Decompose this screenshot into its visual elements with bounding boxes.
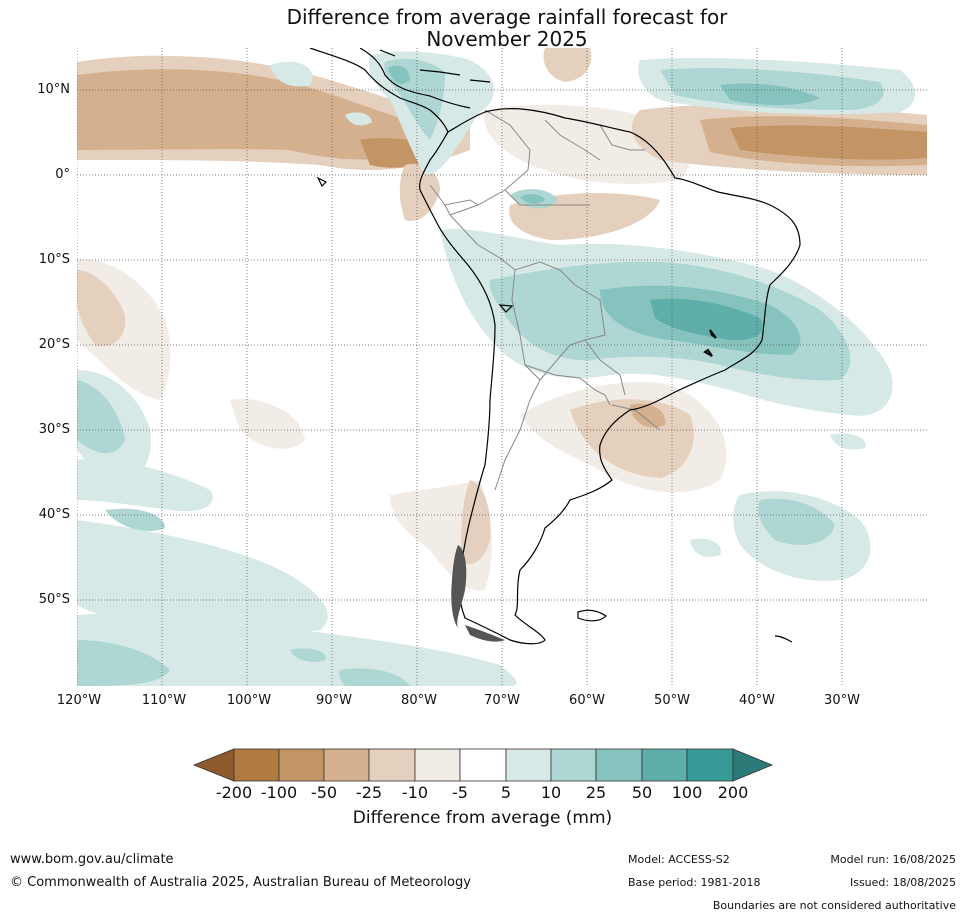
colorbar-bin <box>550 748 597 782</box>
colorbar-tick-label: -25 <box>355 783 383 802</box>
colorbar-tick-label: 5 <box>500 783 512 802</box>
lon-label: 50°W <box>654 693 690 708</box>
coastlines <box>309 48 801 645</box>
lon-label: 30°W <box>824 693 860 708</box>
footer-issued: Issued: 18/08/2025 <box>849 876 956 889</box>
lat-label: 10°N <box>37 82 70 97</box>
footer-url: www.bom.gov.au/climate <box>10 852 174 867</box>
lat-label: 0° <box>55 167 70 182</box>
colorbar-tick-label: -200 <box>215 783 253 802</box>
lon-label: 60°W <box>569 693 605 708</box>
colorbar-bin <box>233 748 280 782</box>
rainfall-anomaly-field <box>77 48 927 686</box>
lat-label: 10°S <box>38 252 70 267</box>
colorbar-bin <box>641 748 688 782</box>
footer-base-period: Base period: 1981-2018 <box>628 876 761 889</box>
colorbar-bin <box>323 748 370 782</box>
lat-label: 30°S <box>38 422 70 437</box>
colorbar-tick-label: -10 <box>401 783 429 802</box>
lon-label: 120°W <box>56 693 102 708</box>
lon-label: 80°W <box>401 693 437 708</box>
lon-label: 110°W <box>141 693 187 708</box>
colorbar-title: Difference from average (mm) <box>352 808 613 828</box>
lon-label: 40°W <box>739 693 775 708</box>
graticule <box>77 48 927 686</box>
lon-label: 90°W <box>316 693 352 708</box>
colorbar-tick-label: 200 <box>717 783 749 802</box>
colorbar-tick-label: -50 <box>310 783 338 802</box>
footer-model-run: Model run: 16/08/2025 <box>830 853 956 866</box>
southern-chile-fjords <box>451 545 505 642</box>
footer-boundaries-note: Boundaries are not considered authoritat… <box>712 899 956 912</box>
dry-anomaly-regions <box>77 48 927 591</box>
footer-model: Model: ACCESS-S2 <box>628 853 730 866</box>
lat-label: 40°S <box>38 507 70 522</box>
colorbar-tick-label: -5 <box>452 783 468 802</box>
lat-label: 50°S <box>38 592 70 607</box>
colorbar-bin <box>595 748 643 782</box>
lat-label: 20°S <box>38 337 70 352</box>
lon-label: 70°W <box>484 693 520 708</box>
colorbar-bin <box>278 748 325 782</box>
colorbar-tick-label: 100 <box>671 783 703 802</box>
country-borders <box>429 109 661 491</box>
lon-label: 100°W <box>226 693 272 708</box>
map-title-line-1: Difference from average rainfall forecas… <box>286 5 728 29</box>
colorbar-tick-label: 25 <box>585 783 607 802</box>
map-title-line-2: November 2025 <box>426 27 588 51</box>
footer-copyright: © Commonwealth of Australia 2025, Austra… <box>10 875 471 890</box>
colorbar-bin <box>686 748 734 782</box>
colorbar-extend-low <box>192 748 235 782</box>
colorbar-tick-label: -100 <box>260 783 298 802</box>
colorbar-bin <box>505 748 552 782</box>
colorbar <box>192 748 774 782</box>
colorbar-bin <box>459 748 507 782</box>
colorbar-bin <box>414 748 461 782</box>
colorbar-bin <box>368 748 416 782</box>
colorbar-tick-label: 50 <box>631 783 653 802</box>
colorbar-extend-high <box>732 748 774 782</box>
colorbar-tick-label: 10 <box>540 783 562 802</box>
